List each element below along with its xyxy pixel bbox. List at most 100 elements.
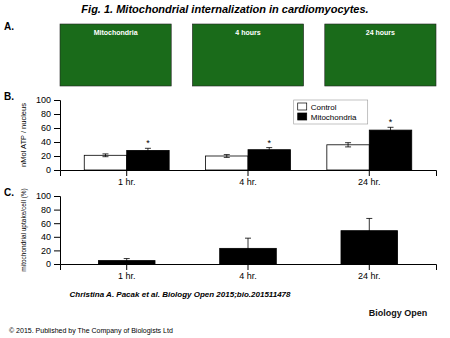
tick-mark: [369, 264, 370, 270]
tick: 1 hr.: [118, 264, 136, 281]
tick-mark: [54, 210, 60, 211]
tick: 40: [41, 137, 60, 147]
tick-label: 40: [41, 137, 51, 147]
panel: 0204060801001 hr.4 hr.24 hr.***ControlMi…: [36, 95, 437, 187]
tick-mark: [54, 170, 60, 171]
tick-label: 0: [46, 165, 51, 175]
tick-label: 24 hr.: [358, 177, 381, 187]
image-placeholder: [325, 24, 436, 86]
error-bar: [124, 259, 130, 263]
legend: ControlMitochondria: [294, 100, 368, 124]
axis-line: [54, 197, 61, 265]
tick-label: 60: [41, 219, 51, 229]
tick-mark: [54, 100, 60, 101]
image-placeholder: [60, 24, 171, 86]
tick: 60: [41, 123, 60, 133]
axis-title: nMol ATP / nucleus: [19, 103, 28, 167]
legend-label: Mitochondria: [311, 113, 357, 122]
figure: Fig. 1. Mitochondrial internalization in…: [0, 0, 450, 338]
axis-line: [54, 101, 61, 171]
tick-label: 80: [41, 205, 51, 215]
legend-item: Mitochondria: [298, 113, 357, 122]
tick-mark: [54, 128, 60, 129]
tick-mark: [54, 250, 60, 251]
bar: [84, 155, 126, 170]
tick-mark: [54, 223, 60, 224]
legend-item: Control: [298, 103, 337, 112]
tick-mark: [54, 142, 60, 143]
x-axis: 1 hr. 4 hr. 24 hr.: [61, 264, 437, 281]
x-axis: 1 hr. 4 hr. 24 hr.: [61, 170, 437, 187]
tick: 0: [46, 259, 60, 269]
tick-label: 4 hr.: [239, 177, 257, 187]
error-bar: [224, 155, 230, 158]
legend-swatch: [298, 113, 307, 120]
image-placeholder: [192, 24, 303, 86]
tick-mark: [54, 114, 60, 115]
series: [98, 218, 397, 264]
panel-label: C.: [4, 187, 14, 198]
tick: 4 hr.: [239, 264, 257, 281]
bar: [206, 156, 248, 170]
tick: 20: [41, 151, 60, 161]
tick-mark: [126, 264, 127, 270]
legend-label: Control: [311, 103, 337, 112]
tick: 80: [41, 205, 60, 215]
tick-label: 1 hr.: [118, 271, 136, 281]
panel: 0 20 40 60 80 100 1 hr. 4 hr. 24 hr.: [36, 191, 437, 281]
annotation: *: [267, 138, 271, 148]
y-axis: 0 20 40 60 80 100: [36, 191, 61, 269]
tick-label: 40: [41, 232, 51, 242]
tick-label: 24 hr.: [358, 271, 381, 281]
series: [84, 143, 369, 170]
tick-mark: [248, 170, 249, 176]
error-bar: [145, 148, 151, 152]
tick: 24 hr.: [358, 170, 381, 187]
tick-mark: [54, 237, 60, 238]
tick: 24 hr.: [358, 264, 381, 281]
axis-title: mitochondrial uptake/cell (%): [20, 188, 28, 271]
tick-label: 100: [36, 191, 51, 201]
tick-label: 1 hr.: [118, 177, 136, 187]
bar: [127, 150, 169, 170]
image-panel: Mitochondria4 hours24 hours: [60, 24, 436, 86]
error-bar: [245, 238, 251, 258]
tick: 20: [41, 246, 60, 256]
citation: Christina A. Pacak et al. Biology Open 2…: [70, 290, 292, 299]
bar: [248, 150, 290, 170]
legend-frame: [294, 100, 368, 124]
tick-label: 80: [41, 109, 51, 119]
figure-title: Fig. 1. Mitochondrial internalization in…: [81, 3, 368, 15]
error-bar: [388, 127, 394, 133]
panel-label: A.: [4, 21, 14, 32]
tick-mark: [126, 170, 127, 176]
error-bar: [266, 148, 272, 152]
tick: 40: [41, 232, 60, 242]
image-label: 24 hours: [366, 29, 395, 36]
annotation: *: [389, 117, 393, 127]
tick-mark: [248, 264, 249, 270]
image-label: 4 hours: [235, 29, 260, 36]
tick-label: 20: [41, 151, 51, 161]
panel-label: B.: [4, 91, 14, 102]
tick: 100: [36, 191, 60, 201]
plot-area: [98, 218, 397, 264]
tick-mark: [54, 264, 60, 265]
tick-label: 4 hr.: [239, 271, 257, 281]
bar: [327, 145, 369, 170]
annotation: *: [146, 138, 150, 148]
error-bar: [102, 154, 108, 157]
error-bar: [366, 218, 372, 242]
axis-line: [61, 171, 437, 177]
tick-label: 0: [46, 259, 51, 269]
tick-mark: [369, 170, 370, 176]
axis-line: [61, 265, 437, 271]
tick: 60: [41, 219, 60, 229]
tick-mark: [54, 196, 60, 197]
y-axis: 020406080100: [36, 95, 61, 175]
tick-label: 60: [41, 123, 51, 133]
footer: © 2015. Published by The Company of Biol…: [9, 327, 173, 335]
tick: 0: [46, 165, 60, 175]
journal-name: Biology Open: [369, 308, 428, 318]
tick-label: 20: [41, 246, 51, 256]
